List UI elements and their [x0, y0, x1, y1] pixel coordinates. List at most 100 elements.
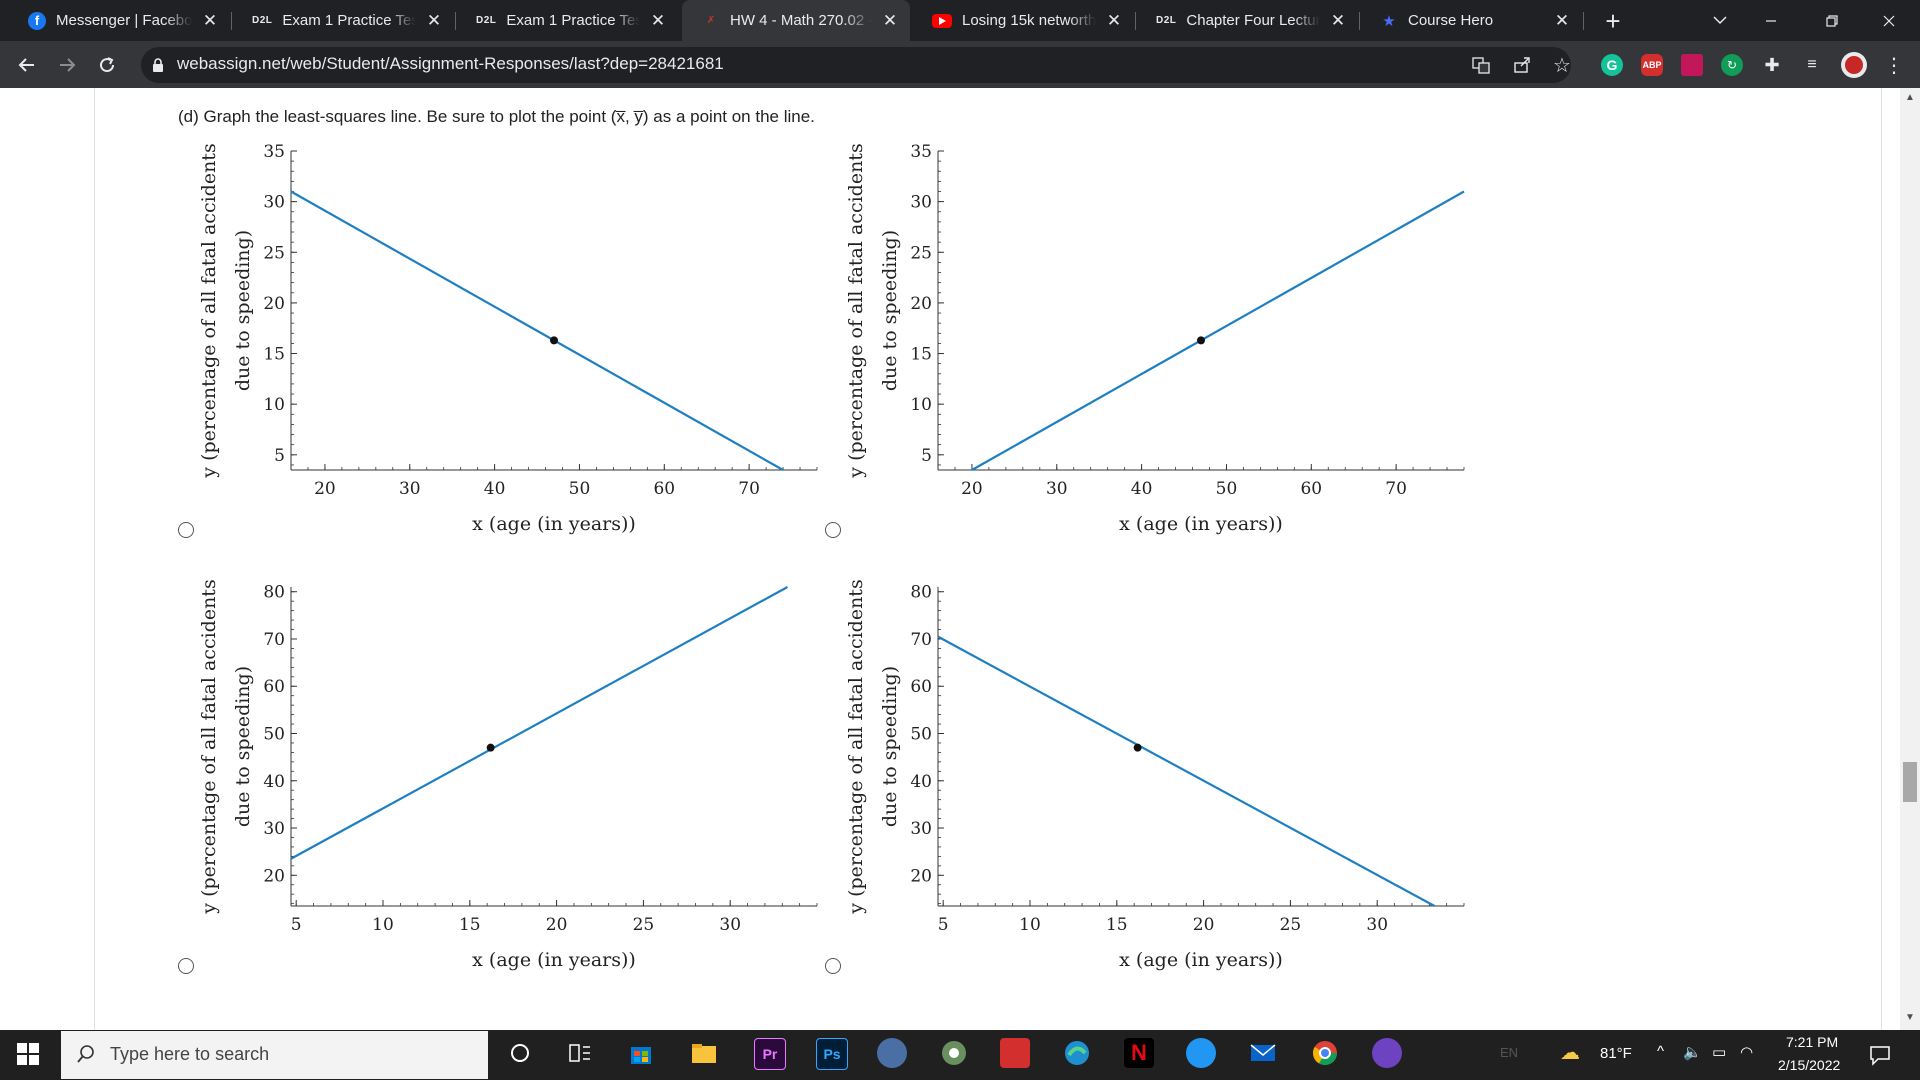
radio-option-c[interactable]: [178, 958, 194, 974]
radio-option-d[interactable]: [825, 958, 841, 974]
chrome-dev-icon[interactable]: [939, 1038, 969, 1068]
wifi-icon[interactable]: ◠: [1740, 1044, 1754, 1061]
tab-hw4-active[interactable]: ✗ HW 4 - Math 270.02 - ✕: [682, 0, 910, 41]
y-axis-label: y (percentage of all fatal accidents: [198, 579, 220, 914]
tab-search-chevron-icon[interactable]: [1706, 8, 1734, 32]
photoshop-icon[interactable]: Ps: [816, 1038, 848, 1070]
page-content: [0, 88, 1920, 1030]
media-queue-icon[interactable]: ≡: [1807, 56, 1817, 73]
new-tab-button[interactable]: +: [1605, 5, 1621, 36]
close-icon[interactable]: ✕: [202, 10, 218, 30]
scroll-down-icon[interactable]: ▼: [1905, 1012, 1915, 1023]
netflix-icon[interactable]: N: [1124, 1038, 1154, 1068]
chart-option-d: 5 10 15 20 25 30 20 30 40 50 60 70 80 x (age (in year…: [845, 579, 1465, 971]
tab-course-hero[interactable]: ★ Course Hero ✕: [1360, 0, 1582, 41]
x-tick-label: 50: [1216, 479, 1238, 499]
minimize-button[interactable]: [1756, 6, 1786, 36]
radio-option-a[interactable]: [178, 522, 194, 538]
tab-messenger[interactable]: f Messenger | Facebook ✕: [8, 0, 230, 41]
weather-icon[interactable]: ☁: [1560, 1042, 1580, 1064]
chevron-up-icon[interactable]: ^: [1657, 1043, 1665, 1060]
y-tick-label: 50: [910, 725, 932, 745]
notifications-icon[interactable]: [1868, 1043, 1892, 1067]
x-tick-label: 20: [546, 915, 568, 935]
question-text: (d) Graph the least-squares line. Be sur…: [178, 107, 815, 126]
avatar[interactable]: [1841, 52, 1867, 78]
weather-temperature[interactable]: 81°F: [1600, 1045, 1632, 1062]
file-explorer-icon[interactable]: [689, 1038, 719, 1068]
adblock-icon[interactable]: ABP: [1641, 54, 1663, 76]
volume-icon[interactable]: 🔈: [1683, 1044, 1702, 1061]
close-icon[interactable]: ✕: [1554, 10, 1570, 30]
tab-title: HW 4 - Math 270.02 -: [730, 12, 872, 29]
least-squares-line: [290, 586, 789, 860]
language-indicator[interactable]: EN: [1500, 1045, 1519, 1060]
lock-icon[interactable]: [151, 57, 165, 73]
premiere-icon[interactable]: Pr: [754, 1038, 786, 1070]
edge-icon[interactable]: [1062, 1038, 1092, 1068]
task-view-icon[interactable]: [565, 1038, 595, 1068]
scroll-thumb[interactable]: [1903, 762, 1917, 802]
close-icon[interactable]: ✕: [650, 10, 666, 30]
y-tick-label: 15: [263, 345, 285, 365]
cortana-icon[interactable]: [505, 1038, 535, 1068]
y-tick-label: 20: [910, 294, 932, 314]
tab-exam-practice-1[interactable]: D2L Exam 1 Practice Test S ✕: [232, 0, 454, 41]
y-tick-label: 50: [263, 725, 285, 745]
tab-youtube[interactable]: Losing 15k networth t ✕: [912, 0, 1134, 41]
url-text[interactable]: webassign.net/web/Student/Assignment-Res…: [177, 54, 724, 73]
chrome-icon[interactable]: [1310, 1038, 1340, 1068]
d2l-icon: D2L: [252, 15, 273, 26]
x-tick-label: 25: [1280, 915, 1302, 935]
battery-icon[interactable]: ▭: [1712, 1044, 1727, 1061]
close-icon[interactable]: ✕: [882, 10, 898, 30]
radio-option-b[interactable]: [825, 522, 841, 538]
x-tick-label: 50: [569, 479, 591, 499]
share-icon[interactable]: [1511, 54, 1533, 76]
tab-separator: [455, 12, 456, 30]
restore-button[interactable]: [1817, 6, 1847, 36]
close-icon[interactable]: ✕: [1106, 10, 1122, 30]
grammarly-icon[interactable]: G: [1601, 54, 1623, 76]
x-tick-label: 30: [719, 915, 741, 935]
x-axis-label: x (age (in years)): [1119, 513, 1283, 535]
reload-button[interactable]: [90, 48, 124, 82]
app-icon[interactable]: [1186, 1038, 1216, 1068]
taskbar-search-box[interactable]: [61, 1031, 488, 1079]
x-tick-label: 30: [399, 479, 421, 499]
bookmark-star-icon[interactable]: ☆: [1553, 54, 1571, 77]
taskbar-search-input[interactable]: Type here to search: [110, 1044, 270, 1064]
extension-icon[interactable]: [1681, 54, 1703, 76]
scroll-up-icon[interactable]: ▲: [1905, 92, 1915, 103]
back-button[interactable]: [10, 48, 44, 82]
content-frame: [94, 88, 1882, 1030]
tab-exam-practice-2[interactable]: D2L Exam 1 Practice Test S ✕: [456, 0, 678, 41]
x-tick-label: 5: [938, 915, 949, 935]
y-axis-label: y (percentage of all fatal accidents: [845, 579, 867, 914]
y-axis-label: y (percentage of all fatal accidents: [198, 143, 220, 478]
close-icon[interactable]: ✕: [426, 10, 442, 30]
app-icon[interactable]: [1372, 1038, 1402, 1068]
game-app-icon[interactable]: [1000, 1038, 1030, 1068]
translate-icon[interactable]: [1470, 54, 1492, 76]
y-tick-label: 20: [263, 866, 285, 886]
tab-chapter-four[interactable]: D2L Chapter Four Lecture ✕: [1136, 0, 1358, 41]
store-icon[interactable]: [626, 1038, 656, 1068]
page-scrollbar[interactable]: [1900, 88, 1920, 1030]
menu-dots-icon[interactable]: ⋮: [1884, 54, 1904, 77]
mail-icon[interactable]: [1248, 1038, 1278, 1068]
address-bar[interactable]: [141, 47, 1571, 83]
clock-time[interactable]: 7:21 PM: [1786, 1034, 1839, 1050]
windows-start-icon[interactable]: [16, 1042, 40, 1066]
x-tick-label: 70: [1385, 479, 1407, 499]
puzzle-icon[interactable]: ✚: [1764, 54, 1780, 75]
forward-button[interactable]: [50, 48, 84, 82]
close-window-button[interactable]: [1874, 6, 1904, 36]
chart-option-b: 20 30 40 50 60 70 5 10 15 20 25 30 35 x (age (in year…: [845, 142, 1465, 535]
y-tick-label: 70: [910, 630, 932, 650]
clock-date[interactable]: 2/15/2022: [1778, 1057, 1841, 1073]
app-icon[interactable]: [877, 1038, 907, 1068]
y-tick-label: 40: [910, 772, 932, 792]
close-icon[interactable]: ✕: [1330, 10, 1346, 30]
refresh-extension-icon[interactable]: ↻: [1721, 54, 1743, 76]
